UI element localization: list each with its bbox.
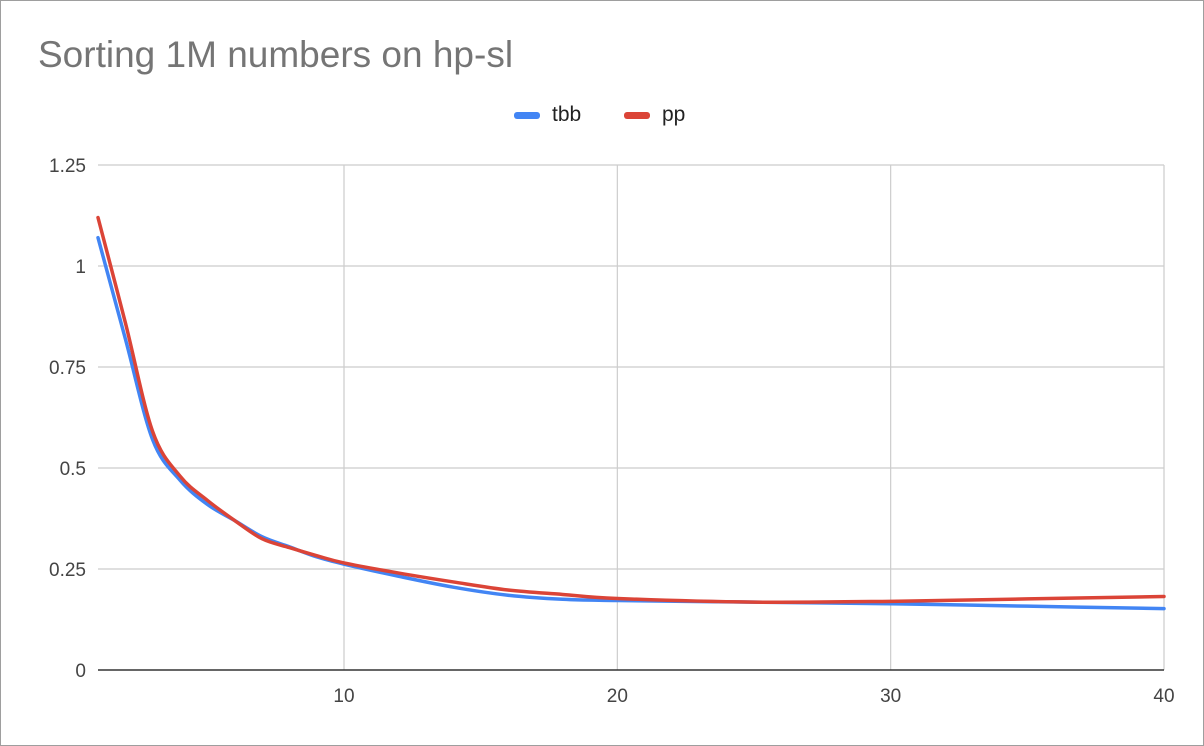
tick-labels: 0 0.25 0.5 0.75 1 1.25 10 20 30 40 xyxy=(49,156,1175,707)
y-tick-label: 0.75 xyxy=(49,358,86,379)
y-tick-label: 1 xyxy=(75,257,86,278)
legend-swatch-pp xyxy=(624,111,650,119)
legend-label-pp: pp xyxy=(662,103,686,126)
y-tick-label: 0.25 xyxy=(49,560,86,581)
legend-swatch-tbb xyxy=(514,111,540,119)
y-tick-label: 0.5 xyxy=(60,459,86,480)
legend-label-tbb: tbb xyxy=(552,103,582,126)
x-tick-label: 20 xyxy=(607,686,628,707)
x-tick-label: 40 xyxy=(1153,686,1174,707)
legend-item-pp[interactable]: pp xyxy=(624,100,685,130)
series-line-pp xyxy=(96,215,1166,605)
series-line-tbb xyxy=(96,235,1166,611)
series-lines xyxy=(96,215,1166,611)
legend-item-tbb[interactable]: tbb xyxy=(514,100,581,130)
legend: tbb pp xyxy=(0,100,1204,130)
x-tick-label: 10 xyxy=(333,686,354,707)
y-tick-label: 0 xyxy=(75,661,86,682)
y-tick-label: 1.25 xyxy=(49,156,86,177)
grid xyxy=(98,164,1165,670)
x-tick-label: 30 xyxy=(880,686,901,707)
chart-title: Sorting 1M numbers on hp-sl xyxy=(38,34,514,75)
